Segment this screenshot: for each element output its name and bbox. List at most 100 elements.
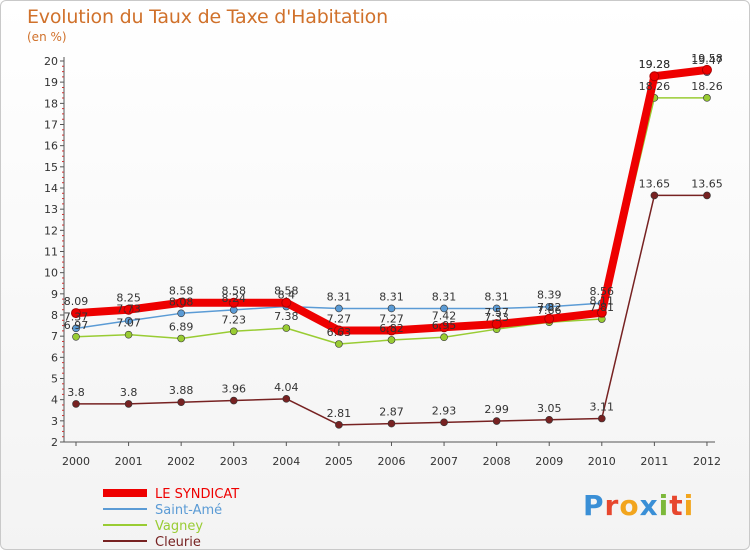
y-tick-label: 12 [44, 224, 58, 237]
y-tick-label: 17 [44, 119, 58, 132]
data-point [703, 94, 711, 102]
data-label: 7.73 [116, 303, 141, 316]
data-point [492, 417, 501, 425]
data-label: 8.39 [537, 289, 562, 302]
data-point [335, 304, 343, 313]
data-point [281, 297, 292, 308]
data-label: 7.42 [432, 309, 457, 322]
data-point [596, 307, 607, 318]
legend-label: LE SYNDICAT [155, 487, 239, 502]
data-label: 19.47 [691, 54, 723, 67]
data-label: 2.93 [432, 404, 457, 417]
y-tick-label: 6 [51, 351, 58, 364]
data-label: 7.66 [537, 304, 562, 317]
y-tick-label: 2 [51, 436, 58, 449]
y-tick-label: 9 [51, 288, 58, 301]
data-point [387, 419, 396, 428]
data-label: 8.24 [221, 292, 246, 305]
data-point [545, 415, 554, 424]
legend-label: Vagney [155, 519, 203, 534]
y-tick-label: 19 [44, 76, 58, 89]
data-label: 13.65 [639, 177, 671, 190]
x-tick-label: 2002 [167, 455, 195, 468]
data-label: 19.58 [691, 52, 723, 65]
data-point [228, 297, 239, 308]
data-label: 8.4 [278, 289, 296, 302]
data-label: 7.82 [537, 301, 562, 314]
x-tick-label: 2005 [325, 455, 353, 468]
x-tick-label: 2000 [62, 455, 90, 468]
y-tick-label: 8 [51, 309, 58, 322]
data-label: 3.88 [169, 384, 194, 397]
data-point [439, 322, 450, 333]
data-label: 7.27 [327, 312, 352, 325]
data-point [597, 414, 606, 423]
x-tick-label: 2007 [430, 455, 458, 468]
data-label: 7.38 [274, 310, 299, 323]
data-label: 8.58 [274, 285, 299, 298]
data-label: 8.08 [169, 295, 194, 308]
data-label: 18.26 [691, 80, 723, 93]
legend-label: Cleurie [155, 535, 201, 549]
data-point [177, 334, 185, 343]
data-label: 8.31 [327, 290, 352, 303]
data-label: 2.99 [484, 403, 509, 416]
data-label: 7.07 [116, 317, 141, 330]
x-tick-label: 2004 [272, 455, 300, 468]
x-tick-label: 2006 [377, 455, 405, 468]
data-label: 2.87 [379, 406, 404, 419]
series-lines [71, 64, 712, 429]
data-label: 3.8 [67, 386, 85, 399]
data-point [544, 313, 555, 324]
data-point [282, 395, 291, 403]
y-tick-label: 20 [44, 55, 58, 68]
x-tick-label: 2003 [220, 455, 248, 468]
data-label: 8.31 [379, 290, 404, 303]
data-label: 7.23 [221, 313, 246, 326]
y-tick-label: 16 [44, 140, 58, 153]
data-label: 7.57 [484, 306, 509, 319]
data-label: 8.58 [221, 285, 246, 298]
data-label: 6.89 [169, 320, 194, 333]
data-labels: 8.09 8.25 8.58 8.58 8.58 7.27 7.27 7.42 7.57 7.82… [64, 52, 723, 420]
data-label: 3.11 [590, 401, 615, 414]
data-label: 3.8 [120, 386, 138, 399]
data-label: 6.97 [64, 319, 89, 332]
data-point [124, 316, 133, 325]
data-label: 19.28 [639, 58, 671, 71]
data-point [386, 325, 397, 336]
data-label: 8.11 [590, 295, 615, 308]
data-point [229, 396, 238, 405]
y-tick-label: 11 [44, 246, 58, 259]
data-label: 18.26 [639, 80, 671, 93]
y-tick-label: 7 [51, 330, 58, 343]
data-point [387, 304, 396, 313]
data-point [649, 71, 660, 82]
y-tick-label: 5 [51, 373, 58, 386]
data-point [124, 400, 133, 408]
data-point [229, 327, 238, 336]
y-tick-label: 15 [44, 161, 58, 174]
data-point [492, 304, 501, 313]
data-point [701, 64, 712, 75]
data-label: 7.81 [590, 301, 615, 314]
y-tick-label: 18 [44, 97, 58, 110]
data-point [440, 333, 448, 342]
data-label: 6.63 [327, 326, 352, 339]
data-label: 8.58 [169, 285, 194, 298]
x-tick-label: 2001 [115, 455, 143, 468]
data-label: 8.25 [116, 292, 141, 305]
data-point [72, 400, 80, 408]
data-label: 7.37 [64, 310, 89, 323]
data-point [545, 302, 554, 311]
x-tick-label: 2012 [693, 455, 721, 468]
data-point [650, 191, 659, 200]
data-point [124, 330, 133, 339]
y-tick-label: 3 [51, 415, 58, 428]
data-point [177, 309, 185, 318]
data-label: 3.96 [221, 383, 246, 396]
data-point [177, 398, 185, 407]
data-label: 2.81 [327, 407, 352, 420]
